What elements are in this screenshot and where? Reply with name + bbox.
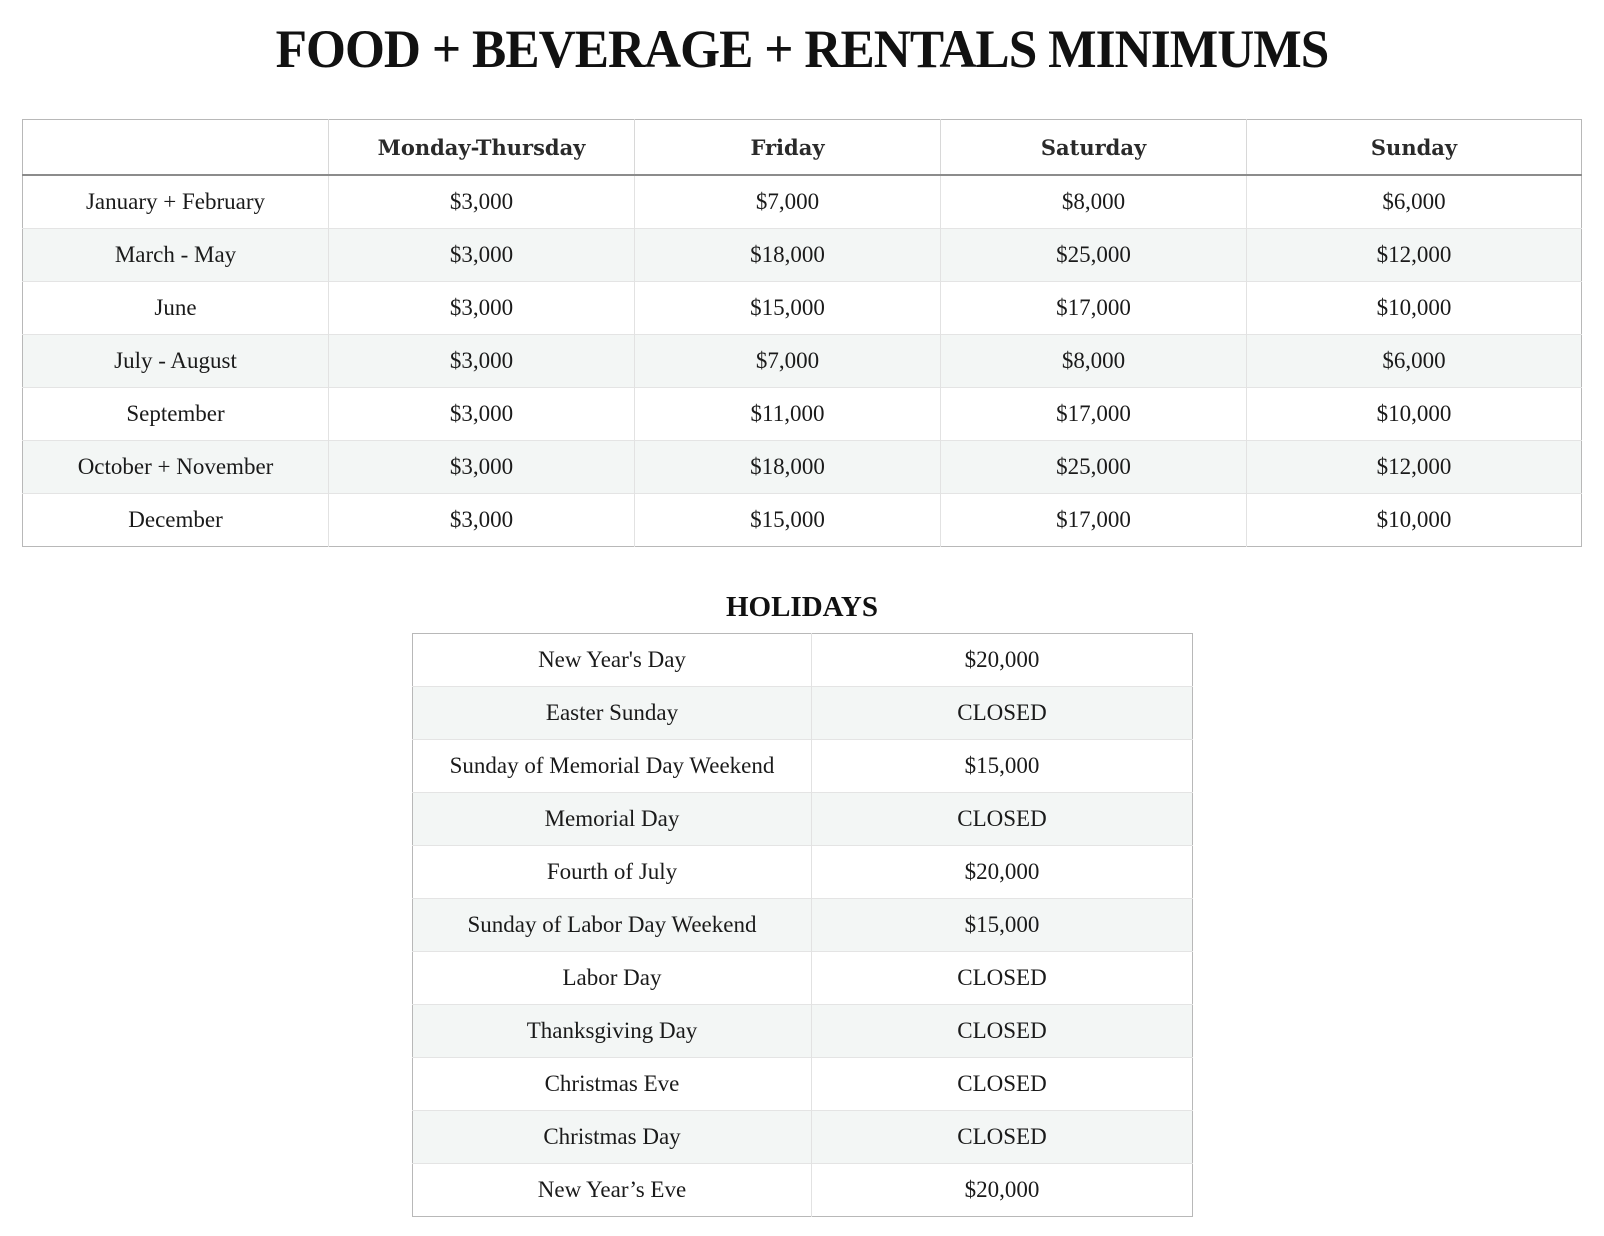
holiday-row: New Year’s Eve $20,000 <box>412 1163 1193 1217</box>
holiday-row: Memorial Day CLOSED <box>412 792 1193 846</box>
friday-cell: $15,000 <box>634 281 941 335</box>
table-row: June $3,000 $15,000 $17,000 $10,000 <box>22 281 1582 335</box>
sunday-cell: $12,000 <box>1246 228 1582 282</box>
holiday-row: Christmas Eve CLOSED <box>412 1057 1193 1111</box>
friday-cell: $18,000 <box>634 440 941 494</box>
period-cell: July - August <box>22 334 329 388</box>
mon-thu-cell: $3,000 <box>328 334 635 388</box>
holiday-name: Christmas Eve <box>412 1057 812 1111</box>
holiday-row: Fourth of July $20,000 <box>412 845 1193 899</box>
friday-cell: $7,000 <box>634 334 941 388</box>
period-cell: December <box>22 493 329 547</box>
table-row: October + November $3,000 $18,000 $25,00… <box>22 440 1582 494</box>
mon-thu-cell: $3,000 <box>328 440 635 494</box>
holiday-row: Thanksgiving Day CLOSED <box>412 1004 1193 1058</box>
holiday-name: New Year’s Eve <box>412 1163 812 1217</box>
holiday-name: Labor Day <box>412 951 812 1005</box>
sunday-cell: $10,000 <box>1246 493 1582 547</box>
holiday-row: Labor Day CLOSED <box>412 951 1193 1005</box>
table-row: December $3,000 $15,000 $17,000 $10,000 <box>22 493 1582 547</box>
page-title: FOOD + BEVERAGE + RENTALS MINIMUMS <box>275 19 1330 79</box>
sunday-cell: $10,000 <box>1246 281 1582 335</box>
holiday-value: CLOSED <box>811 686 1193 740</box>
header-sunday: Sunday <box>1246 119 1582 176</box>
sunday-cell: $6,000 <box>1246 334 1582 388</box>
holiday-value: $15,000 <box>811 898 1193 952</box>
holiday-value: CLOSED <box>811 1004 1193 1058</box>
table-row: July - August $3,000 $7,000 $8,000 $6,00… <box>22 334 1582 388</box>
holiday-name: Fourth of July <box>412 845 812 899</box>
friday-cell: $18,000 <box>634 228 941 282</box>
period-cell: September <box>22 387 329 441</box>
saturday-cell: $17,000 <box>940 281 1247 335</box>
saturday-cell: $8,000 <box>940 334 1247 388</box>
table-row: January + February $3,000 $7,000 $8,000 … <box>22 174 1582 229</box>
friday-cell: $15,000 <box>634 493 941 547</box>
mon-thu-cell: $3,000 <box>328 228 635 282</box>
friday-cell: $11,000 <box>634 387 941 441</box>
table-header-row: Monday-Thursday Friday Saturday Sunday <box>22 119 1582 176</box>
holiday-name: Easter Sunday <box>412 686 812 740</box>
holiday-name: Sunday of Labor Day Weekend <box>412 898 812 952</box>
holiday-row: New Year's Day $20,000 <box>412 633 1193 687</box>
holiday-name: Christmas Day <box>412 1110 812 1164</box>
table-row: March - May $3,000 $18,000 $25,000 $12,0… <box>22 228 1582 282</box>
mon-thu-cell: $3,000 <box>328 174 635 229</box>
saturday-cell: $25,000 <box>940 440 1247 494</box>
table-row: September $3,000 $11,000 $17,000 $10,000 <box>22 387 1582 441</box>
holiday-value: $20,000 <box>811 1163 1193 1217</box>
sunday-cell: $12,000 <box>1246 440 1582 494</box>
holiday-value: $15,000 <box>811 739 1193 793</box>
mon-thu-cell: $3,000 <box>328 493 635 547</box>
header-friday: Friday <box>634 119 941 176</box>
holiday-name: Thanksgiving Day <box>412 1004 812 1058</box>
minimums-table: Monday-Thursday Friday Saturday Sunday J… <box>22 119 1582 547</box>
holiday-value: $20,000 <box>964 647 1040 672</box>
holiday-value: CLOSED <box>811 951 1193 1005</box>
header-saturday: Saturday <box>940 119 1247 176</box>
holiday-value: CLOSED <box>811 1057 1193 1111</box>
holiday-value: $20,000 <box>811 845 1193 899</box>
header-monday-thursday: Monday-Thursday <box>328 119 635 176</box>
holiday-name: New Year's Day <box>412 633 812 687</box>
holiday-value: CLOSED <box>811 1110 1193 1164</box>
holiday-name: Sunday of Memorial Day Weekend <box>412 739 812 793</box>
holiday-name: Memorial Day <box>412 792 812 846</box>
sunday-cell: $10,000 <box>1246 387 1582 441</box>
sunday-cell: $6,000 <box>1246 174 1582 229</box>
holidays-heading: HOLIDAYS <box>725 591 879 623</box>
period-cell: June <box>22 281 329 335</box>
saturday-cell: $17,000 <box>940 493 1247 547</box>
holidays-table: New Year's Day $20,000 Easter Sunday CLO… <box>412 633 1193 1217</box>
period-cell: October + November <box>22 440 329 494</box>
saturday-cell: $8,000 <box>940 174 1247 229</box>
holiday-value: CLOSED <box>811 792 1193 846</box>
friday-cell: $7,000 <box>634 174 941 229</box>
holiday-row: Sunday of Memorial Day Weekend $15,000 <box>412 739 1193 793</box>
saturday-cell: $17,000 <box>940 387 1247 441</box>
holiday-row: Sunday of Labor Day Weekend $15,000 <box>412 898 1193 952</box>
holiday-row: Christmas Day CLOSED <box>412 1110 1193 1164</box>
period-cell: January + February <box>22 174 329 229</box>
holiday-row: Easter Sunday CLOSED <box>412 686 1193 740</box>
mon-thu-cell: $3,000 <box>328 387 635 441</box>
header-period <box>22 119 329 176</box>
saturday-cell: $25,000 <box>940 228 1247 282</box>
mon-thu-cell: $3,000 <box>328 281 635 335</box>
period-cell: March - May <box>22 228 329 282</box>
